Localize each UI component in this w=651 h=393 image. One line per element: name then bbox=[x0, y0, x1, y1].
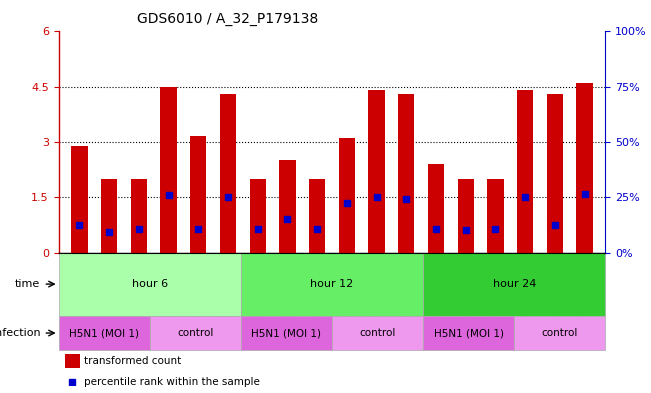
FancyBboxPatch shape bbox=[332, 316, 423, 351]
Bar bbox=[339, 138, 355, 252]
Text: hour 24: hour 24 bbox=[493, 279, 536, 289]
Text: percentile rank within the sample: percentile rank within the sample bbox=[85, 376, 260, 387]
Text: infection: infection bbox=[0, 328, 40, 338]
Text: time: time bbox=[15, 279, 40, 289]
Text: control: control bbox=[542, 328, 578, 338]
FancyBboxPatch shape bbox=[150, 316, 241, 351]
Bar bbox=[309, 179, 326, 252]
FancyBboxPatch shape bbox=[423, 252, 605, 316]
Text: GDS6010 / A_32_P179138: GDS6010 / A_32_P179138 bbox=[137, 12, 318, 26]
FancyBboxPatch shape bbox=[59, 252, 241, 316]
Bar bbox=[398, 94, 415, 252]
Bar bbox=[131, 179, 147, 252]
Bar bbox=[428, 164, 444, 252]
Bar bbox=[220, 94, 236, 252]
Bar bbox=[279, 160, 296, 252]
Text: H5N1 (MOI 1): H5N1 (MOI 1) bbox=[69, 328, 139, 338]
Text: hour 6: hour 6 bbox=[132, 279, 168, 289]
Text: H5N1 (MOI 1): H5N1 (MOI 1) bbox=[251, 328, 322, 338]
Bar bbox=[488, 179, 504, 252]
Bar bbox=[101, 179, 117, 252]
Bar bbox=[576, 83, 593, 252]
Text: control: control bbox=[359, 328, 396, 338]
Bar bbox=[249, 179, 266, 252]
Bar bbox=[160, 87, 176, 252]
Bar bbox=[64, 354, 80, 368]
Bar bbox=[458, 179, 474, 252]
FancyBboxPatch shape bbox=[241, 316, 332, 351]
FancyBboxPatch shape bbox=[241, 252, 423, 316]
FancyBboxPatch shape bbox=[423, 316, 514, 351]
Bar bbox=[190, 136, 206, 252]
Bar bbox=[368, 90, 385, 252]
Text: control: control bbox=[177, 328, 214, 338]
Bar bbox=[517, 90, 533, 252]
Bar bbox=[547, 94, 563, 252]
FancyBboxPatch shape bbox=[514, 316, 605, 351]
FancyBboxPatch shape bbox=[59, 316, 150, 351]
Text: hour 12: hour 12 bbox=[311, 279, 353, 289]
Text: transformed count: transformed count bbox=[85, 356, 182, 366]
Bar bbox=[71, 146, 88, 252]
Text: H5N1 (MOI 1): H5N1 (MOI 1) bbox=[434, 328, 504, 338]
